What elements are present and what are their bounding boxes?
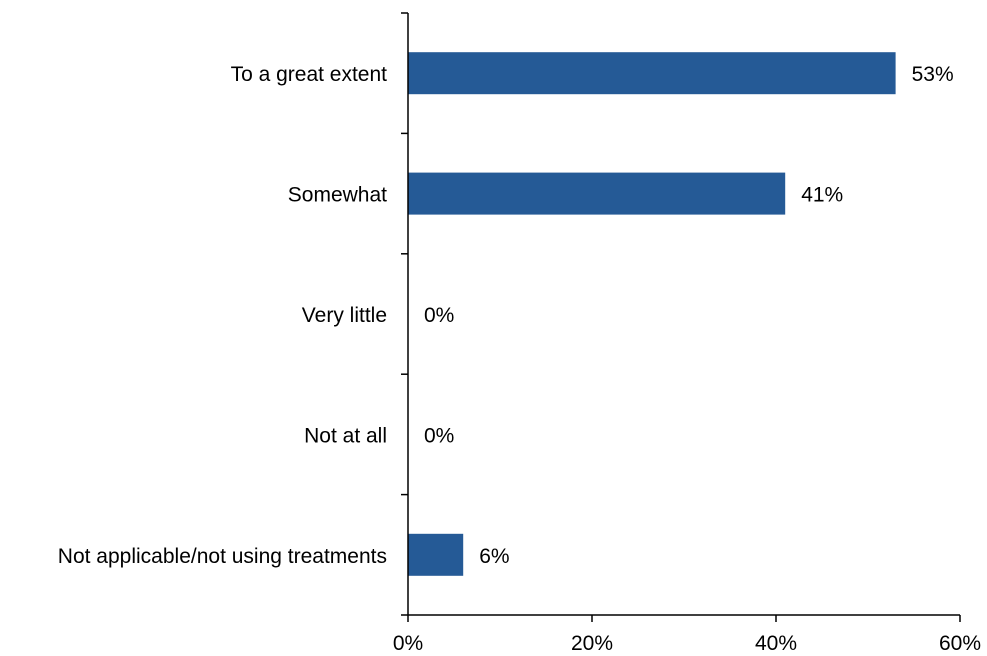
category-label: To a great extent — [231, 63, 388, 86]
data-label: 41% — [801, 184, 843, 207]
data-label: 0% — [424, 424, 454, 447]
category-label: Not at all — [304, 424, 387, 447]
bar — [408, 52, 896, 95]
x-tick-label: 40% — [755, 632, 797, 655]
data-labels-layer: 53% 41% 0% 0% 6% — [424, 63, 954, 568]
data-label: 53% — [912, 63, 954, 86]
category-labels-layer: To a great extent Somewhat Very little Not … — [58, 63, 387, 568]
x-tick-label: 0% — [393, 632, 423, 655]
category-label: Not applicable/not using treatments — [58, 545, 387, 568]
data-label: 6% — [479, 545, 509, 568]
x-tick-label: 20% — [571, 632, 613, 655]
bars-layer — [408, 52, 896, 576]
category-label: Somewhat — [288, 184, 387, 207]
bar — [408, 533, 464, 576]
axes-layer — [407, 13, 960, 616]
x-tick-label: 60% — [939, 632, 981, 655]
bar — [408, 172, 786, 215]
data-label: 0% — [424, 304, 454, 327]
category-label: Very little — [302, 304, 387, 327]
ticks-layer — [401, 12, 961, 622]
tick-labels-layer: 0% 20% 40% 60% — [393, 632, 981, 655]
